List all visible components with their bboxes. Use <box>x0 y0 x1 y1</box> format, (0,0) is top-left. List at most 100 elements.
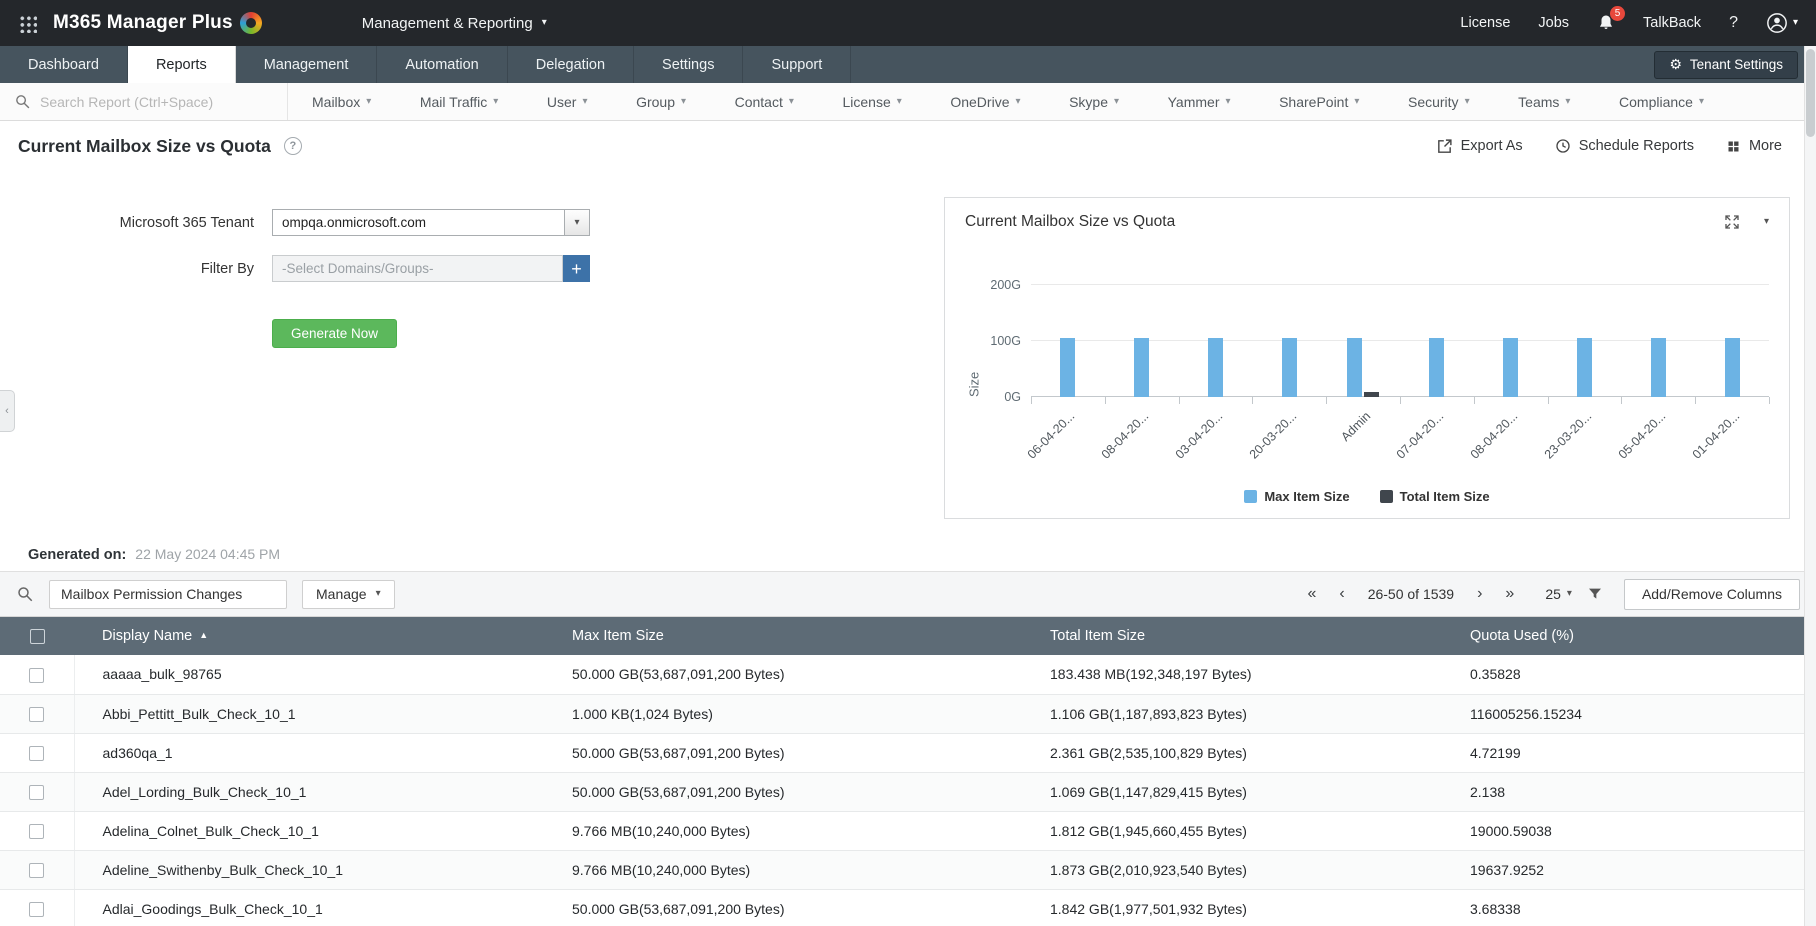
legend-label: Max Item Size <box>1264 489 1350 504</box>
add-filter-button[interactable]: + <box>563 255 590 282</box>
table-row: aaaaa_bulk_98765 50.000 GB(53,687,091,200… <box>0 655 1816 695</box>
nav-tabs: Dashboard Reports Management Automation Dele… <box>0 46 852 83</box>
jobs-link[interactable]: Jobs <box>1538 15 1570 31</box>
row-checkbox[interactable] <box>29 862 45 878</box>
legend-total-item-size[interactable]: Total Item Size <box>1379 489 1490 504</box>
row-checkbox[interactable] <box>29 667 45 683</box>
pagination-controls: « ‹ 26-50 of 1539 › » 25 ▾ Add/Remove Co… <box>1303 578 1800 610</box>
tab-dashboard[interactable]: Dashboard <box>0 46 128 83</box>
cell-quota-used: 116005256.15234 <box>1458 694 1816 734</box>
more-button[interactable]: More <box>1726 138 1782 154</box>
column-header-display-name[interactable]: Display Name ▲ <box>74 617 560 655</box>
chart-menu-icon[interactable]: ▾ <box>1763 216 1769 227</box>
account-menu[interactable]: ▾ <box>1766 12 1798 34</box>
category-group[interactable]: Group ▾ <box>636 94 686 110</box>
export-as-button[interactable]: Export As <box>1436 138 1523 155</box>
expand-icon[interactable] <box>1724 214 1740 230</box>
axis-tick <box>1252 397 1254 404</box>
column-header-quota-used[interactable]: Quota Used (%) <box>1458 617 1816 655</box>
chart-legend: Max Item Size Total Item Size <box>965 489 1769 504</box>
cell-display-name: ad360qa_1 <box>74 733 560 773</box>
first-page-button[interactable]: « <box>1307 585 1317 602</box>
row-checkbox[interactable] <box>29 745 45 761</box>
category-onedrive[interactable]: OneDrive ▾ <box>950 94 1020 110</box>
row-checkbox[interactable] <box>29 706 45 722</box>
category-label: Skype <box>1069 93 1109 110</box>
bar-group-06-04-20 <box>1031 257 1105 397</box>
search-icon[interactable] <box>16 585 34 603</box>
category-label: User <box>546 93 577 110</box>
add-remove-columns-button[interactable]: Add/Remove Columns <box>1623 578 1800 610</box>
bar-group-01-04-20 <box>1695 257 1769 397</box>
row-checkbox[interactable] <box>29 784 45 800</box>
table-body: aaaaa_bulk_98765 50.000 GB(53,687,091,200… <box>0 655 1816 926</box>
license-link[interactable]: License <box>1460 15 1511 31</box>
context-switcher[interactable]: Management & Reporting ▾ <box>362 15 547 32</box>
tab-settings[interactable]: Settings <box>634 46 744 83</box>
app-logo[interactable]: M365 Manager Plus <box>53 12 262 34</box>
category-license[interactable]: License ▾ <box>842 94 901 110</box>
brand-swirl-icon <box>239 12 262 34</box>
category-yammer[interactable]: Yammer ▾ <box>1168 94 1231 110</box>
chevron-down-icon: ▾ <box>493 95 499 107</box>
category-user[interactable]: User ▾ <box>547 94 588 110</box>
title-help-icon[interactable]: ? <box>283 137 302 155</box>
cell-max-item-size: 9.766 MB(10,240,000 Bytes) <box>560 811 1038 851</box>
tab-delegation[interactable]: Delegation <box>508 46 635 83</box>
row-checkbox[interactable] <box>29 901 45 917</box>
prev-page-button[interactable]: ‹ <box>1339 585 1345 602</box>
column-header-total-item-size[interactable]: Total Item Size <box>1038 617 1458 655</box>
tab-reports[interactable]: Reports <box>127 46 236 83</box>
last-page-button[interactable]: » <box>1505 585 1515 602</box>
apps-grid-icon[interactable] <box>18 13 37 33</box>
talkback-link[interactable]: TalkBack <box>1643 15 1702 31</box>
category-compliance[interactable]: Compliance ▾ <box>1619 94 1704 110</box>
tenant-select[interactable]: ompqa.onmicrosoft.com ▾ <box>272 209 590 236</box>
cell-total-item-size: 1.069 GB(1,147,829,415 Bytes) <box>1038 772 1458 812</box>
filter-icon[interactable] <box>1587 586 1603 602</box>
cell-display-name: Abbi_Pettitt_Bulk_Check_10_1 <box>74 694 560 734</box>
chart-body: Size 0G 100G 200G 06-04-20... 08-04-20... 03… <box>965 257 1770 489</box>
sidebar-collapse-toggle[interactable]: ‹ <box>0 390 15 432</box>
axis-tick <box>1547 397 1549 404</box>
filter-input[interactable] <box>272 255 563 282</box>
category-sharepoint[interactable]: SharePoint ▾ <box>1279 94 1359 110</box>
axis-tick <box>1031 397 1032 404</box>
category-mailbox[interactable]: Mailbox ▾ <box>312 94 371 110</box>
chevron-down-icon: ▾ <box>564 210 589 235</box>
page-size-select[interactable]: 25 ▾ <box>1545 586 1572 602</box>
x-axis-label: 03-04-20... <box>1172 409 1226 462</box>
tab-support[interactable]: Support <box>743 46 852 83</box>
legend-max-item-size[interactable]: Max Item Size <box>1244 489 1350 504</box>
category-mail-traffic[interactable]: Mail Traffic ▾ <box>420 94 498 110</box>
tab-management[interactable]: Management <box>236 46 378 83</box>
generated-on: Generated on: 22 May 2024 04:45 PM <box>0 535 1816 571</box>
column-header-max-item-size[interactable]: Max Item Size <box>560 617 1038 655</box>
category-contact[interactable]: Contact ▾ <box>735 94 794 110</box>
row-checkbox[interactable] <box>29 823 45 839</box>
vertical-scrollbar[interactable] <box>1804 46 1816 926</box>
schedule-reports-button[interactable]: Schedule Reports <box>1555 138 1694 154</box>
notifications-button[interactable]: 5 <box>1597 6 1626 32</box>
manage-button[interactable]: Manage ▾ <box>302 579 395 609</box>
category-teams[interactable]: Teams ▾ <box>1518 94 1570 110</box>
next-page-button[interactable]: › <box>1477 585 1483 602</box>
category-security[interactable]: Security ▾ <box>1408 94 1470 110</box>
select-all-checkbox[interactable] <box>29 628 45 644</box>
scrollbar-thumb[interactable] <box>1806 49 1815 137</box>
table-row: ad360qa_1 50.000 GB(53,687,091,200 Bytes)… <box>0 733 1816 773</box>
category-label: Teams <box>1518 93 1560 110</box>
report-search <box>0 83 288 120</box>
category-skype[interactable]: Skype ▾ <box>1069 94 1119 110</box>
chart-y-axis: 0G 100G 200G <box>983 257 1031 404</box>
table-row: Adelina_Colnet_Bulk_Check_10_1 9.766 MB(1… <box>0 811 1816 851</box>
axis-tick <box>1695 397 1697 404</box>
report-selector[interactable]: Mailbox Permission Changes <box>49 579 287 609</box>
chevron-down-icon: ▾ <box>1015 95 1021 107</box>
search-input[interactable] <box>40 93 273 110</box>
tab-automation[interactable]: Automation <box>377 46 508 83</box>
generate-now-button[interactable]: Generate Now <box>272 319 398 348</box>
help-icon[interactable]: ? <box>1729 14 1738 31</box>
tenant-settings-button[interactable]: ⚙ Tenant Settings <box>1654 50 1798 79</box>
cell-quota-used: 0.35828 <box>1458 655 1816 695</box>
